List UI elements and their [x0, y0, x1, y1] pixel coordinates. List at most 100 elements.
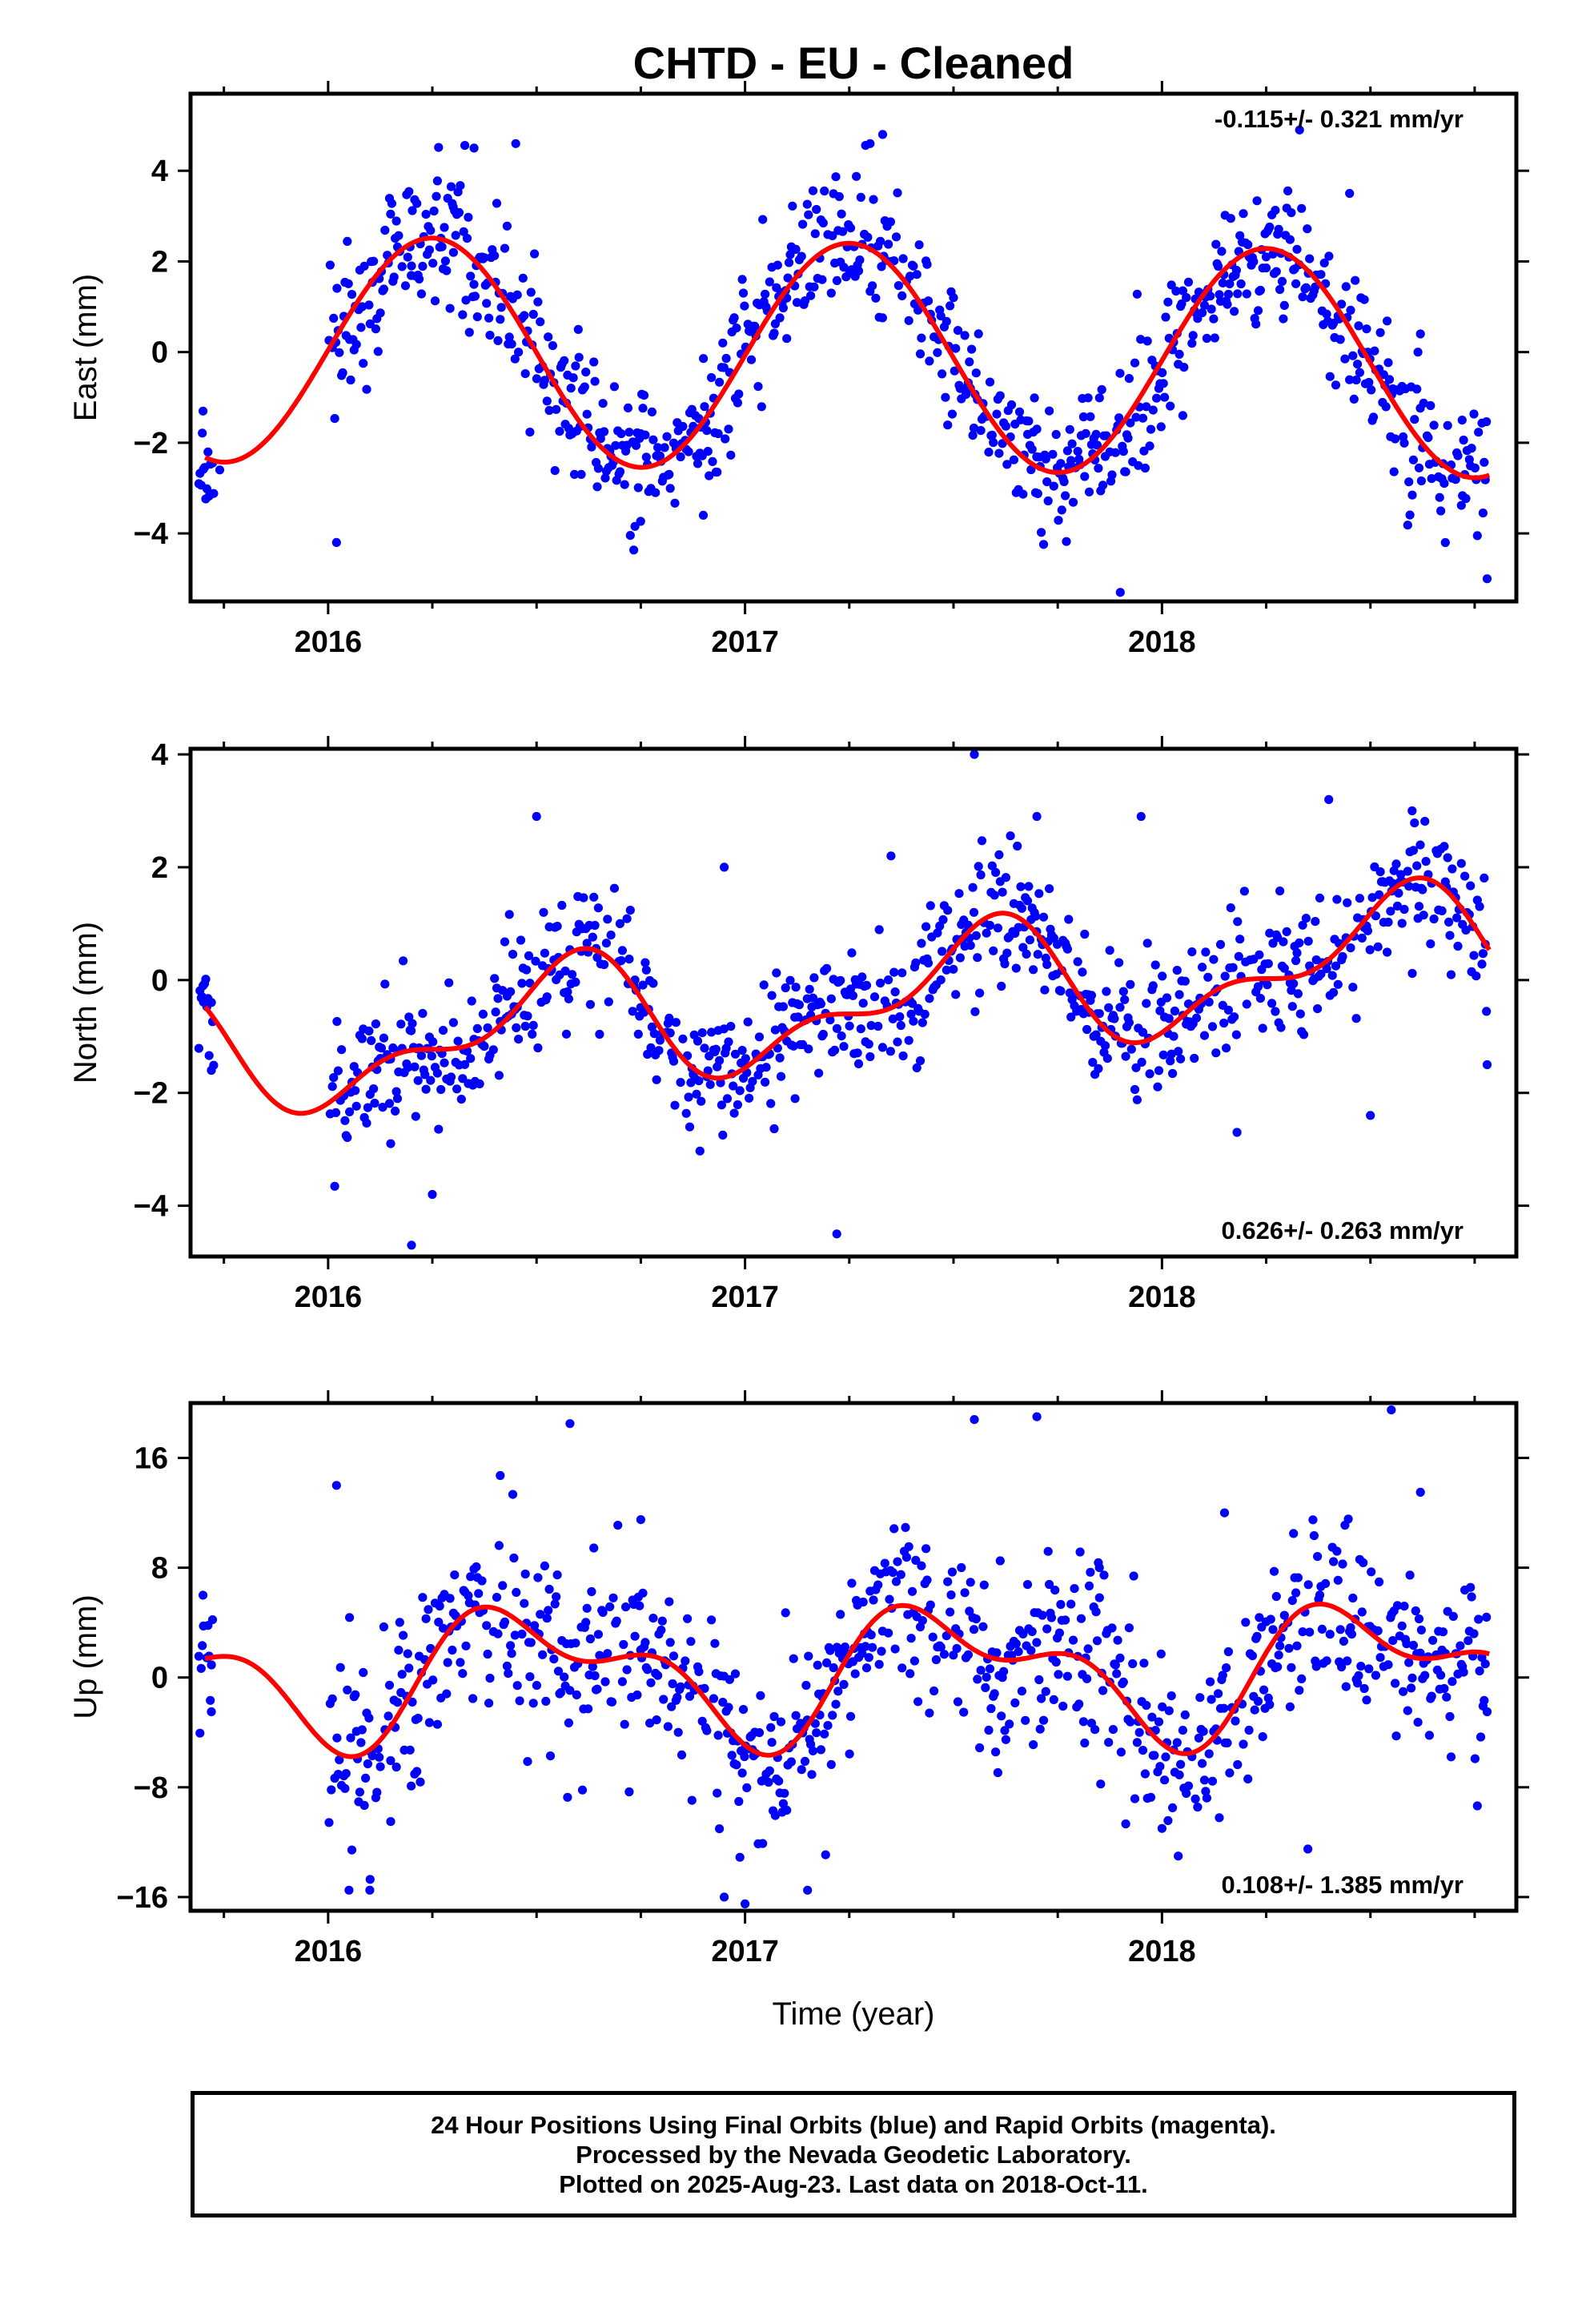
data-point	[1104, 1738, 1114, 1747]
data-point	[1346, 305, 1355, 315]
x-tick-label: 2018	[1128, 1281, 1196, 1314]
data-point	[429, 206, 439, 216]
data-point	[643, 1049, 652, 1059]
data-point	[1271, 1591, 1281, 1602]
data-point	[498, 1581, 508, 1590]
data-point	[432, 1068, 443, 1078]
data-point	[1478, 949, 1488, 959]
data-point	[399, 1630, 408, 1640]
data-point	[1174, 1852, 1183, 1861]
data-point	[985, 920, 995, 931]
data-point	[450, 1570, 460, 1580]
data-point	[784, 258, 794, 267]
data-point	[1158, 971, 1167, 981]
data-point	[1316, 270, 1326, 279]
data-point	[1343, 1514, 1353, 1524]
data-point	[1088, 1058, 1098, 1068]
data-point	[1397, 919, 1407, 928]
data-point	[1006, 400, 1017, 410]
data-point	[595, 1651, 604, 1660]
data-point	[365, 1875, 375, 1884]
y-tick-label: 0	[151, 336, 168, 370]
data-point	[1384, 375, 1395, 384]
data-point	[1140, 1769, 1150, 1779]
data-point	[647, 407, 657, 416]
data-point	[512, 1587, 521, 1597]
data-point	[1414, 1614, 1424, 1624]
data-point	[1327, 971, 1337, 980]
data-point	[199, 981, 208, 991]
data-point	[1414, 902, 1424, 911]
data-point	[693, 459, 703, 468]
data-point	[1078, 412, 1088, 422]
data-point	[669, 1056, 679, 1066]
data-point	[1482, 1707, 1492, 1717]
data-point	[850, 1669, 860, 1679]
data-point	[904, 1542, 913, 1551]
data-point	[607, 1697, 617, 1707]
data-point	[863, 232, 873, 242]
data-point	[732, 324, 741, 333]
data-point	[1258, 1023, 1267, 1033]
data-point	[351, 1690, 360, 1699]
data-point	[683, 1614, 693, 1623]
data-point	[738, 288, 749, 298]
data-point	[1289, 1529, 1299, 1538]
data-point	[587, 442, 596, 452]
data-point	[997, 981, 1006, 991]
data-point	[1215, 1813, 1224, 1823]
data-point	[733, 1100, 743, 1110]
data-point	[632, 1690, 642, 1700]
data-point	[1014, 407, 1025, 416]
data-point	[427, 1051, 436, 1061]
data-point	[1247, 1651, 1257, 1661]
data-point	[976, 1666, 986, 1675]
data-point	[1293, 1573, 1303, 1582]
data-point	[665, 484, 675, 493]
data-point	[461, 1641, 471, 1651]
data-point	[750, 321, 760, 331]
up-model-fit-line	[204, 1602, 1491, 1759]
data-point	[565, 1686, 575, 1695]
data-point	[628, 1007, 637, 1016]
data-point	[1001, 1735, 1010, 1744]
data-point	[670, 498, 680, 508]
data-point	[699, 354, 709, 364]
data-point	[915, 349, 926, 359]
data-point	[1126, 418, 1135, 428]
data-point	[818, 1029, 828, 1039]
data-point	[994, 448, 1004, 458]
data-point	[1160, 392, 1170, 402]
y-tick-label: 2	[151, 851, 168, 885]
data-point	[337, 1045, 347, 1055]
data-point	[692, 1089, 701, 1099]
data-point	[753, 382, 763, 392]
data-point	[968, 883, 978, 892]
data-point	[345, 1107, 355, 1116]
data-point	[375, 1762, 385, 1771]
data-point	[673, 1727, 683, 1737]
data-point	[1166, 401, 1175, 411]
data-point	[1043, 496, 1053, 506]
data-point	[1287, 1663, 1296, 1672]
data-point	[767, 1738, 777, 1747]
data-point	[1152, 393, 1162, 403]
data-point	[1074, 1699, 1084, 1709]
data-point	[812, 204, 821, 215]
data-point	[1461, 925, 1471, 935]
data-point	[968, 431, 978, 440]
data-point	[876, 979, 885, 988]
data-point	[651, 488, 661, 497]
data-point	[687, 1795, 697, 1805]
data-point	[990, 891, 999, 900]
data-point	[470, 292, 480, 301]
data-point	[839, 1679, 849, 1689]
data-point	[901, 1553, 911, 1562]
data-point	[1445, 931, 1455, 940]
data-point	[1199, 1727, 1208, 1736]
data-point	[825, 1646, 835, 1655]
data-point	[525, 979, 535, 988]
data-point	[624, 428, 634, 437]
data-point	[1164, 1706, 1174, 1715]
data-point	[898, 1051, 908, 1061]
